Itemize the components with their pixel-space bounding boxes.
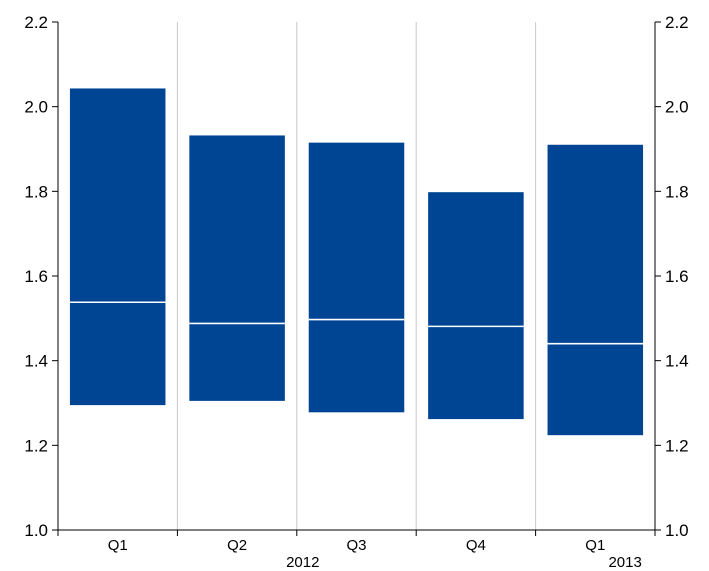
y-tick-label-right: 2.0 <box>665 98 689 117</box>
range-bar <box>69 88 166 406</box>
y-tick-label-left: 1.6 <box>24 267 48 286</box>
y-tick-label-left: 1.4 <box>24 352 48 371</box>
x-year-label: 2012 <box>286 554 319 571</box>
x-category-label: Q1 <box>108 537 128 554</box>
range-bar <box>547 144 644 436</box>
y-tick-label-right: 2.2 <box>665 13 689 32</box>
y-tick-label-right: 1.6 <box>665 267 689 286</box>
y-tick-label-left: 1.8 <box>24 182 48 201</box>
label-layer: 1.0 1.0 1.2 1.2 1.4 1.4 1.6 1.6 1.8 1.8 2.0 2.0 2.2 2… <box>24 13 688 571</box>
grid-layer <box>176 22 537 530</box>
range-bar <box>308 142 405 413</box>
y-tick-label-right: 1.2 <box>665 436 689 455</box>
range-bar <box>189 135 285 401</box>
y-tick-label-left: 1.2 <box>24 436 48 455</box>
y-tick-label-left: 2.0 <box>24 98 48 117</box>
x-category-label: Q2 <box>227 537 247 554</box>
bar-layer <box>69 88 644 436</box>
axis-layer <box>52 21 661 536</box>
y-tick-label-right: 1.4 <box>665 352 689 371</box>
y-tick-label-right: 1.8 <box>665 182 689 201</box>
x-year-label: 2013 <box>608 554 641 571</box>
y-tick-label-left: 2.2 <box>24 13 48 32</box>
x-category-label: Q3 <box>346 537 366 554</box>
range-bar <box>428 192 524 420</box>
x-category-label: Q1 <box>585 537 605 554</box>
x-category-label: Q4 <box>466 537 486 554</box>
y-tick-label-right: 1.0 <box>665 521 689 540</box>
y-tick-label-left: 1.0 <box>24 521 48 540</box>
